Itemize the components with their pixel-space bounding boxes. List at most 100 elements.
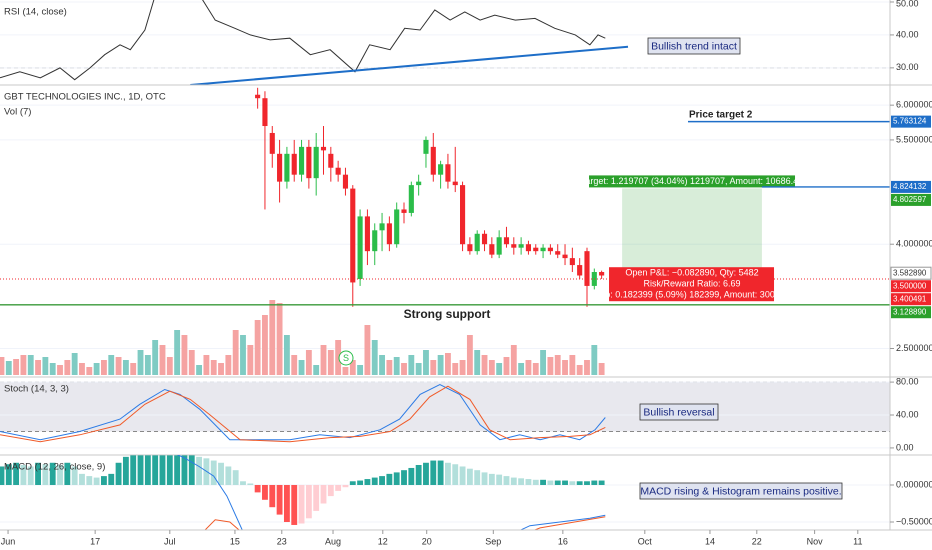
x-tick-label: 20 [422, 536, 432, 546]
x-tick-label: 23 [277, 536, 287, 546]
histogram-bar [86, 476, 93, 485]
histogram-bar [518, 478, 525, 485]
volume-bar [196, 365, 203, 375]
histogram-bar [305, 484, 312, 519]
volume-bar [452, 363, 459, 375]
volume-bar [481, 355, 488, 375]
histogram-bar [115, 462, 122, 485]
histogram-bar [57, 464, 63, 485]
volume-bar [525, 360, 532, 375]
candle-body [460, 185, 466, 245]
target-label: Target: 1.219707 (34.04%) 1219707, Amoun… [581, 176, 803, 186]
volume-bar [218, 363, 224, 375]
price-tag [891, 180, 931, 193]
volume-bar [298, 360, 305, 375]
pane-title: GBT TECHNOLOGIES INC., 1D, OTC [4, 92, 166, 103]
candle-body [518, 244, 524, 248]
volume-bar [174, 330, 181, 375]
volume-bar [305, 350, 312, 375]
histogram-bar [335, 484, 342, 491]
histogram-bar [569, 481, 576, 485]
volume-bar [166, 357, 173, 375]
price-tag-label: 5.763124 [893, 117, 927, 126]
x-tick-label: Sep [485, 536, 501, 546]
histogram-bar [437, 460, 444, 485]
volume-bar [49, 363, 56, 375]
histogram-bar [254, 484, 261, 493]
candle-body [569, 258, 575, 266]
histogram-bar [452, 464, 459, 485]
histogram-bar [379, 476, 385, 485]
volume-bar [247, 345, 254, 375]
volume-bar [423, 350, 429, 375]
volume-bar [137, 350, 144, 375]
volume-bar [393, 357, 400, 375]
histogram-bar [196, 456, 203, 485]
position-label: Risk/Reward Ratio: 6.69 [643, 279, 740, 289]
volume-bar [584, 360, 590, 375]
price-annotation: Price target 2 [689, 109, 753, 120]
x-tick-label: 17 [90, 536, 100, 546]
volume-bar [591, 345, 598, 375]
volume-bar [188, 350, 195, 375]
histogram-bar [298, 484, 305, 524]
series-line [0, 0, 606, 81]
volume-bar [93, 363, 100, 375]
x-tick-label: 11 [853, 536, 862, 546]
pane-title: Stoch (14, 3, 3) [4, 384, 69, 395]
candle-body [262, 98, 268, 127]
price-tag [891, 280, 931, 293]
volume-bar [437, 355, 444, 375]
event-marker [338, 350, 354, 366]
x-tick-label: Jul [164, 536, 176, 546]
volume-bar [203, 355, 210, 375]
volume-bar [276, 303, 283, 375]
histogram-bar [525, 479, 532, 485]
y-tick-label: 50.00 [896, 0, 919, 8]
histogram-bar [5, 464, 12, 485]
y-tick-label: 40.00 [896, 409, 919, 419]
volume-bar [5, 361, 12, 375]
y-tick-label: 0.00 [896, 442, 914, 452]
volume-bar [313, 365, 320, 375]
annotation: Bullish reversal [643, 406, 714, 418]
volume-bar [488, 360, 495, 375]
volume-bar [510, 345, 517, 375]
candle-body [423, 139, 429, 154]
pane-title: MACD (12, 26, close, 9) [4, 462, 105, 473]
histogram-bar [474, 470, 481, 485]
candle-body [291, 153, 297, 175]
price-tag [891, 306, 931, 319]
histogram-bar [49, 462, 56, 485]
histogram-bar [540, 479, 547, 485]
series-line [176, 455, 606, 530]
histogram-bar [598, 480, 605, 485]
volume-bar [144, 355, 151, 375]
candle-body [394, 209, 400, 245]
histogram-bar [276, 484, 283, 515]
histogram-bar [101, 476, 107, 485]
volume-bar [181, 335, 188, 375]
histogram-bar [13, 462, 20, 485]
candle-body [408, 185, 414, 213]
price-tag-label: 3.400491 [893, 294, 927, 303]
volume-bar [79, 363, 85, 375]
x-tick-label: Nov [807, 536, 824, 546]
volume-bar [430, 360, 437, 375]
position-label: Stop: 0.182399 (5.09%) 182399, Amount: 3… [592, 290, 793, 300]
histogram-bar [408, 467, 415, 485]
histogram-bar [415, 464, 422, 485]
volume-bar [349, 360, 356, 375]
volume-bar [598, 363, 605, 375]
target-label-box [589, 175, 796, 188]
histogram-bar [466, 468, 473, 485]
annotation-box [647, 37, 741, 55]
histogram-bar [210, 460, 217, 485]
histogram-bar [481, 472, 488, 485]
pane [0, 455, 890, 530]
volume-bar [13, 359, 20, 375]
volume-bar [269, 300, 276, 375]
histogram-bar [247, 483, 254, 485]
volume-bar [327, 350, 334, 375]
